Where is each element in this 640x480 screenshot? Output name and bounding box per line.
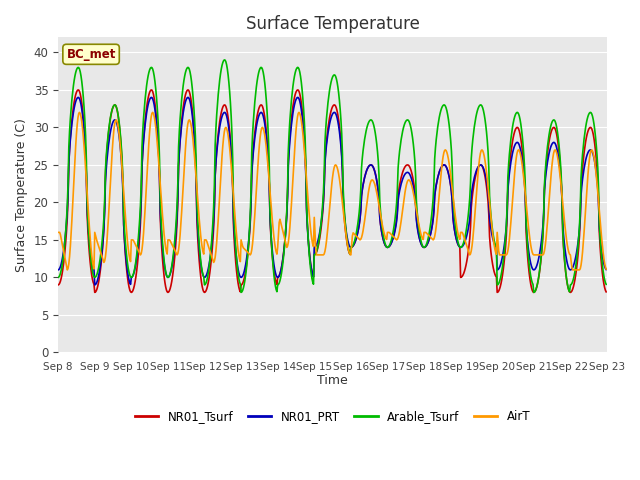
Arable_Tsurf — [417, 234, 424, 240]
AirT — [65, 261, 73, 267]
Arable_Tsurf — [602, 281, 610, 287]
Arable_Tsurf — [220, 57, 228, 63]
Line: NR01_Tsurf: NR01_Tsurf — [58, 90, 606, 292]
NR01_Tsurf — [177, 127, 185, 132]
Line: NR01_PRT: NR01_PRT — [58, 97, 606, 285]
Arable_Tsurf — [64, 180, 72, 186]
Arable_Tsurf — [120, 227, 128, 232]
Legend: NR01_Tsurf, NR01_PRT, Arable_Tsurf, AirT: NR01_Tsurf, NR01_PRT, Arable_Tsurf, AirT — [130, 406, 535, 428]
NR01_PRT — [91, 282, 99, 288]
Arable_Tsurf — [237, 289, 245, 295]
Arable_Tsurf — [176, 116, 184, 121]
Line: Arable_Tsurf: Arable_Tsurf — [58, 60, 606, 292]
X-axis label: Time: Time — [317, 373, 348, 386]
AirT — [417, 228, 424, 234]
NR01_Tsurf — [122, 250, 129, 255]
NR01_PRT — [122, 255, 130, 261]
NR01_PRT — [64, 190, 72, 196]
NR01_PRT — [54, 267, 62, 273]
NR01_PRT — [178, 122, 186, 128]
AirT — [401, 195, 408, 201]
NR01_Tsurf — [417, 238, 424, 244]
NR01_PRT — [207, 252, 214, 257]
AirT — [63, 267, 71, 273]
AirT — [206, 248, 214, 253]
NR01_Tsurf — [54, 282, 62, 288]
Arable_Tsurf — [401, 122, 408, 128]
Arable_Tsurf — [205, 264, 213, 270]
NR01_PRT — [417, 239, 424, 244]
AirT — [122, 211, 129, 216]
AirT — [54, 229, 62, 235]
Line: AirT: AirT — [58, 112, 606, 270]
NR01_Tsurf — [64, 195, 72, 201]
NR01_Tsurf — [294, 87, 301, 93]
NR01_Tsurf — [91, 289, 99, 295]
AirT — [177, 221, 185, 227]
NR01_Tsurf — [401, 166, 408, 171]
NR01_PRT — [74, 95, 82, 100]
NR01_Tsurf — [206, 270, 214, 276]
NR01_PRT — [401, 173, 408, 179]
NR01_Tsurf — [602, 289, 610, 295]
Title: Surface Temperature: Surface Temperature — [246, 15, 419, 33]
AirT — [295, 109, 303, 115]
Arable_Tsurf — [54, 275, 62, 280]
AirT — [602, 266, 610, 272]
Text: BC_met: BC_met — [67, 48, 116, 61]
NR01_PRT — [602, 266, 610, 272]
Y-axis label: Surface Temperature (C): Surface Temperature (C) — [15, 118, 28, 272]
